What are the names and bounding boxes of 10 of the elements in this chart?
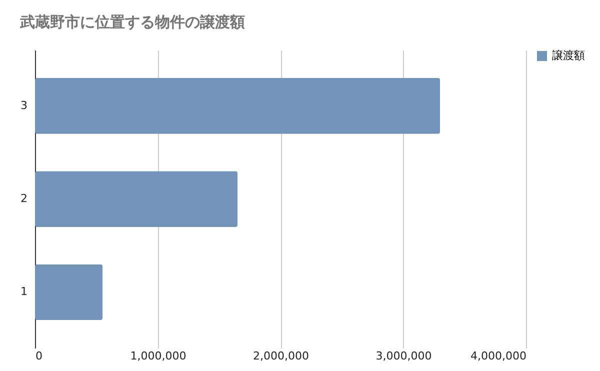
chart-title: 武蔵野市に位置する物件の譲渡額 [19,13,245,31]
y-tick-label: 2 [20,192,28,205]
x-tick-label: 3,000,000 [376,350,432,362]
y-tick-label: 3 [20,98,28,112]
legend-label: 譲渡額 [552,49,585,62]
y-tick-label: 1 [20,285,28,298]
x-tick-label: 2,000,000 [253,350,309,362]
x-tick-label: 1,000,000 [130,350,186,362]
x-tick-label: 0 [36,350,42,362]
x-tick-label: 4,000,000 [470,350,526,362]
